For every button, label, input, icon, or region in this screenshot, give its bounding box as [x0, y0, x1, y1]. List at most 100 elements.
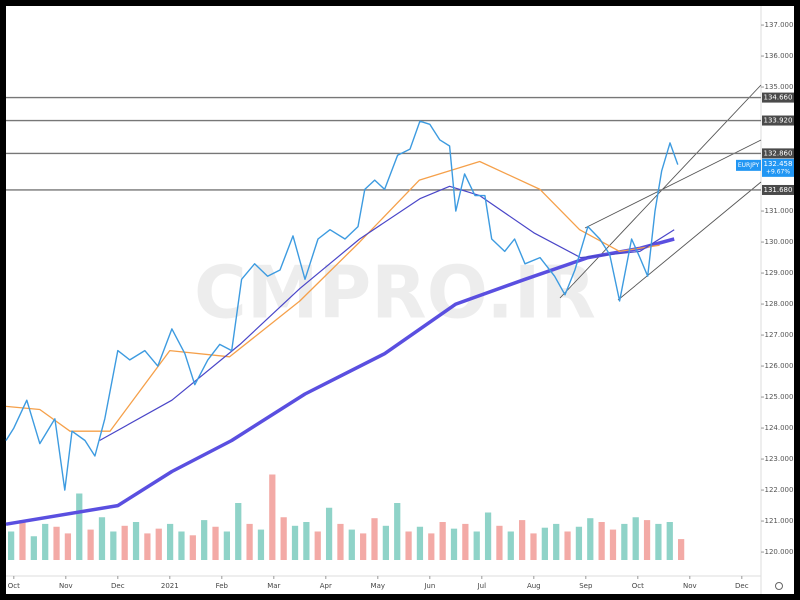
y-tick-label: 135.000: [765, 83, 794, 91]
volume-bar: [507, 531, 514, 560]
volume-bar: [121, 525, 128, 560]
volume-bar: [564, 531, 571, 560]
volume-bar: [553, 523, 560, 560]
volume-bar: [178, 531, 185, 560]
settings-icon[interactable]: [775, 582, 783, 590]
x-tick-label: Apr: [320, 582, 332, 590]
y-tick-label: 125.000: [765, 393, 794, 401]
x-tick-label: Nov: [683, 582, 697, 590]
y-tick-label: 137.000: [765, 21, 794, 29]
volume-bar: [291, 525, 299, 560]
level-label: 132.860: [764, 149, 793, 157]
volume-bar: [132, 522, 140, 560]
level-label: 134.660: [764, 94, 793, 102]
x-tick-label: May: [371, 582, 385, 590]
volume-bar: [337, 523, 344, 560]
x-tick-label: 2021: [161, 582, 179, 590]
y-tick-label: 123.000: [765, 455, 794, 463]
x-tick-label: Nov: [59, 582, 73, 590]
y-tick-label: 126.000: [765, 362, 794, 370]
volume-bar: [496, 525, 503, 560]
y-tick-label: 121.000: [765, 517, 794, 525]
y-tick-label: 124.000: [765, 424, 794, 432]
volume-bar: [223, 531, 231, 560]
volume-bar: [382, 525, 389, 560]
volume-bar: [201, 520, 208, 560]
volume-bar: [314, 531, 321, 560]
volume-bar: [598, 522, 605, 560]
volume-bar: [473, 531, 480, 560]
level-tag: [762, 115, 794, 126]
change-label: +9.67%: [766, 168, 790, 175]
volume-bar: [416, 526, 424, 560]
x-tick-label: Sep: [579, 582, 593, 590]
y-tick-label: 128.000: [765, 300, 794, 308]
volume-bar: [360, 533, 367, 560]
y-tick-label: 130.000: [765, 238, 794, 246]
volume-bar: [666, 522, 673, 560]
volume-bar: [189, 535, 196, 560]
volume-bar: [98, 517, 106, 560]
volume-bar: [64, 533, 72, 560]
volume-bar: [587, 518, 594, 560]
price-line: [5, 120, 679, 491]
price-line: [5, 160, 660, 432]
x-tick-label: Dec: [735, 582, 749, 590]
volume-bar: [428, 533, 435, 560]
volume-bar: [76, 493, 83, 560]
channel-line: [617, 181, 762, 301]
volume-bar: [42, 523, 49, 560]
level-label: 131.680: [764, 186, 793, 194]
volume-bar: [643, 520, 651, 560]
x-tick-label: Oct: [8, 582, 20, 590]
volume-bar: [678, 539, 685, 560]
volume-bar: [621, 523, 628, 560]
volume-bar: [450, 528, 458, 560]
y-tick-label: 120.000: [765, 548, 794, 556]
volume-bar: [87, 529, 94, 560]
volume-bar: [394, 503, 401, 560]
x-tick-label: Jun: [423, 582, 435, 590]
volume-bar: [541, 527, 548, 560]
volume-bar: [325, 507, 333, 560]
x-tick-label: Oct: [632, 582, 644, 590]
y-tick-label: 136.000: [765, 52, 794, 60]
volume-bar: [303, 522, 310, 560]
volume-bar: [166, 523, 174, 560]
level-tag: [762, 184, 794, 195]
level-label: 133.920: [764, 117, 793, 125]
chart-background: [6, 6, 794, 594]
volume-bar: [30, 536, 37, 560]
volume-bar: [632, 517, 639, 560]
volume-bar: [519, 520, 526, 560]
volume-bar: [484, 512, 492, 560]
volume-bar: [371, 518, 378, 560]
y-tick-label: 127.000: [765, 331, 794, 339]
x-tick-label: Mar: [267, 582, 280, 590]
x-tick-label: Jul: [477, 582, 487, 590]
volume-bar: [235, 503, 242, 560]
price-line: [99, 185, 675, 442]
volume-bar: [575, 526, 583, 560]
volume-bar: [269, 474, 276, 560]
volume-bar: [155, 528, 162, 560]
volume-bar: [462, 523, 469, 560]
volume-bar: [144, 533, 151, 560]
volume-bar: [246, 523, 253, 560]
price-label: 132.458: [764, 160, 793, 168]
volume-bar: [405, 531, 412, 560]
level-tag: [762, 92, 794, 103]
volume-bar: [212, 526, 219, 560]
symbol-tag: [736, 159, 761, 171]
symbol-label: EURJPY: [738, 162, 760, 169]
volume-bar: [280, 517, 287, 560]
volume-bar: [439, 522, 446, 560]
volume-bar: [257, 529, 265, 560]
watermark: CMPRO.IR: [194, 251, 596, 335]
volume-bar: [348, 529, 355, 560]
y-tick-label: 129.000: [765, 269, 794, 277]
x-tick-label: Aug: [527, 582, 541, 590]
channel-line: [584, 139, 762, 229]
